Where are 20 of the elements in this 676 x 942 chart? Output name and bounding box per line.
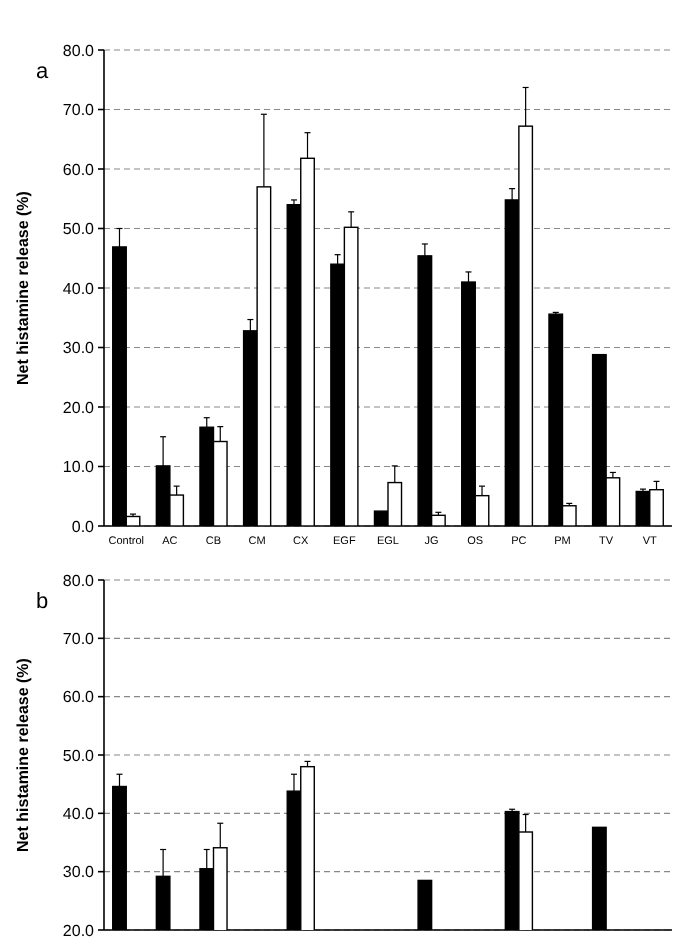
- y-tick-label: 0.0: [71, 517, 96, 536]
- y-tick-label: 80.0: [62, 571, 96, 590]
- y-tick-label: 40.0: [62, 279, 96, 298]
- y-tick-label: 60.0: [62, 688, 96, 707]
- y-tick-label: 30.0: [62, 863, 96, 882]
- y-tick-label: 50.0: [62, 220, 96, 239]
- y-axis-title: Net histamine release (%): [14, 190, 32, 385]
- y-tick-label: 20.0: [62, 398, 96, 417]
- y-tick-label: 10.0: [62, 458, 96, 477]
- y-tick-label: 70.0: [62, 629, 96, 648]
- y-tick-label: 30.0: [62, 339, 96, 358]
- text: b: [36, 590, 49, 614]
- y-tick-label: 80.0: [62, 41, 96, 60]
- chart-title: a: [36, 60, 50, 84]
- y-tick-label: 50.0: [62, 746, 96, 765]
- y-tick-label: 40.0: [62, 804, 96, 823]
- y-tick-label: 70.0: [62, 101, 96, 120]
- y-axis-title: Net histamine release (%): [14, 657, 32, 852]
- y-tick-label: 60.0: [62, 160, 96, 179]
- y-tick-label: 20.0: [62, 921, 96, 940]
